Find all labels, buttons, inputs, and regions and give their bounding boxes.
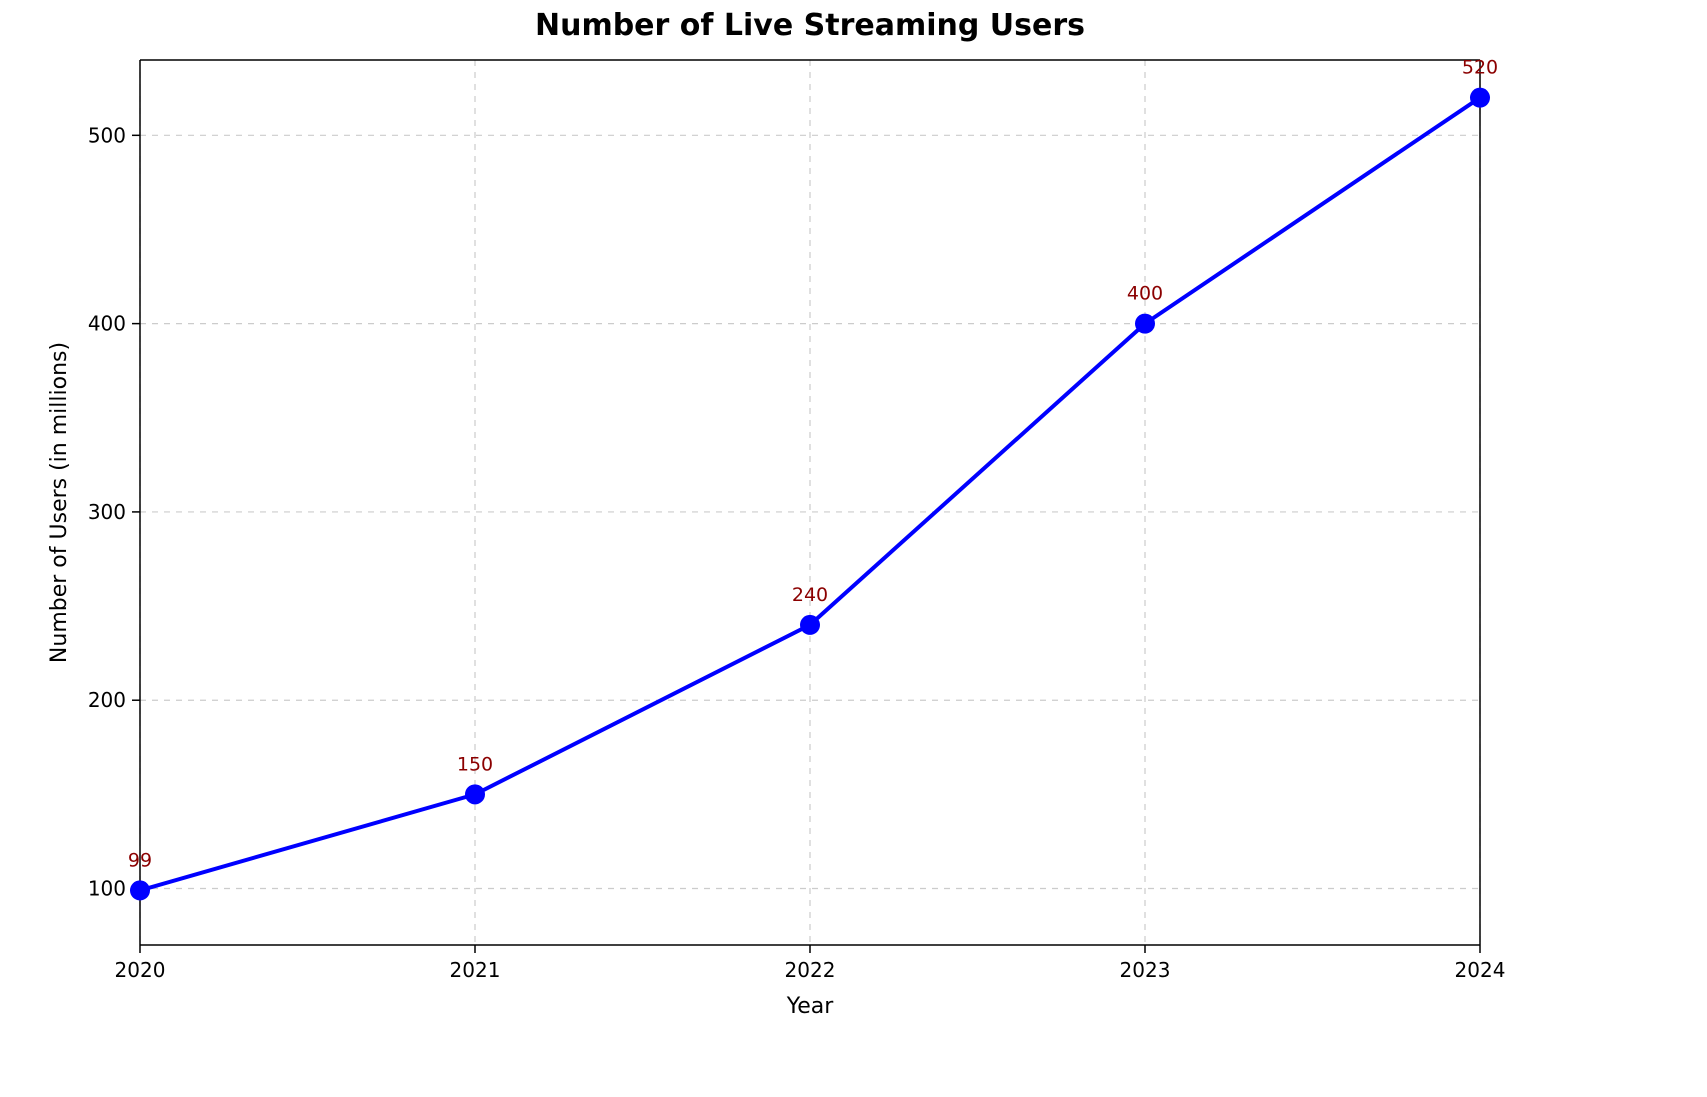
data-point-label: 240 (792, 584, 828, 606)
y-tick-label: 500 (88, 123, 126, 147)
data-point-label: 150 (457, 753, 493, 775)
data-point-label: 400 (1127, 283, 1163, 305)
chart-title: Number of Live Streaming Users (535, 8, 1085, 43)
line-chart: Number of Live Streaming Users 2020 2021 20… (0, 0, 1707, 1097)
x-tick-label: 2021 (450, 958, 501, 982)
data-point (1470, 88, 1490, 108)
chart-container: Number of Live Streaming Users 2020 2021 20… (0, 0, 1707, 1097)
x-tick-label: 2020 (115, 958, 166, 982)
y-tick-label: 400 (88, 312, 126, 336)
y-axis-label: Number of Users (in millions) (47, 342, 72, 663)
data-point (130, 880, 150, 900)
data-point (465, 784, 485, 804)
x-tick-label: 2024 (1455, 958, 1506, 982)
chart-bg (0, 0, 1707, 1097)
y-tick-label: 200 (88, 688, 126, 712)
data-point (1135, 314, 1155, 334)
x-tick-label: 2022 (785, 958, 836, 982)
data-point-label: 99 (128, 849, 152, 871)
x-axis-label: Year (786, 994, 835, 1019)
y-tick-label: 100 (88, 877, 126, 901)
data-point-label: 520 (1462, 57, 1498, 79)
x-tick-label: 2023 (1120, 958, 1171, 982)
y-tick-label: 300 (88, 500, 126, 524)
data-point (800, 615, 820, 635)
